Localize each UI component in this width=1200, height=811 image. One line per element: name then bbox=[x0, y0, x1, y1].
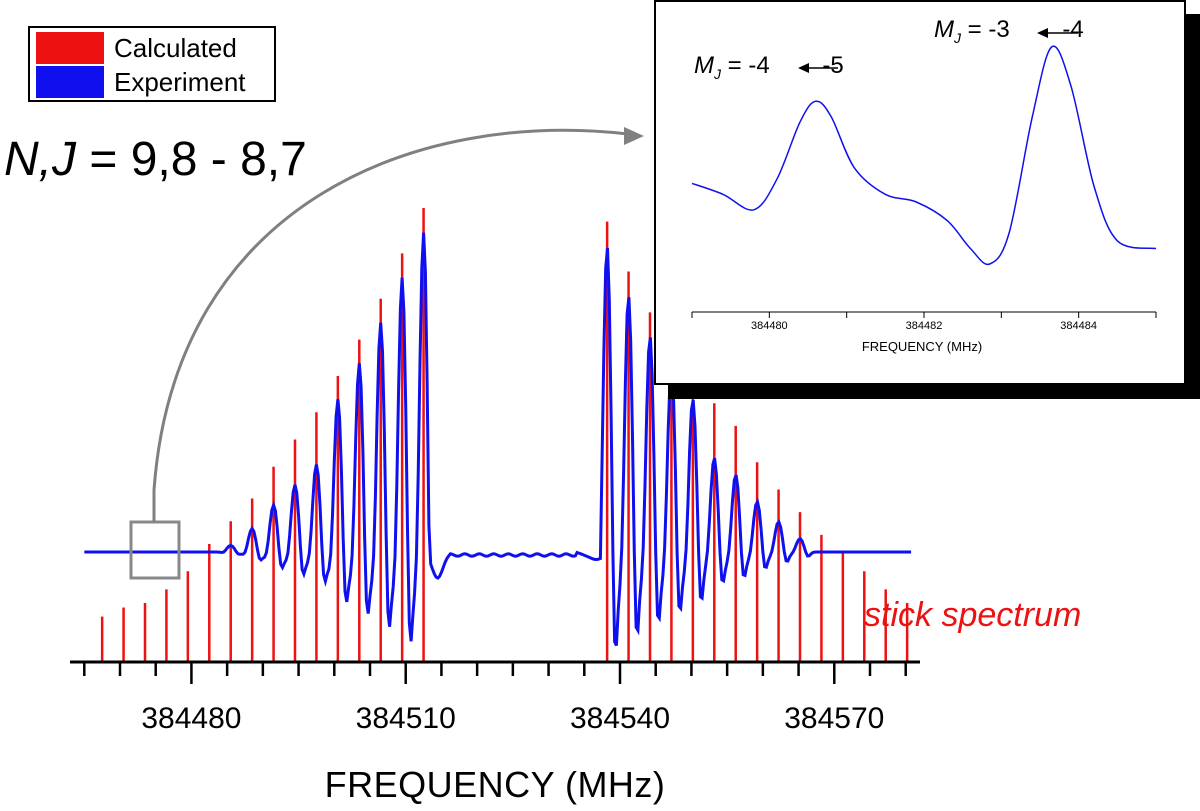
transition-symbols: N,J bbox=[4, 133, 76, 186]
zoom-arrow bbox=[152, 128, 629, 522]
inset-x-axis-title: FREQUENCY (MHz) bbox=[861, 339, 983, 354]
x-axis-title: FREQUENCY (MHz) bbox=[324, 764, 666, 805]
annotation-arrow-head-2 bbox=[1037, 28, 1048, 38]
zoom-arrow-head bbox=[624, 127, 644, 145]
annotation-mj-minus4: MJ = -4 -5 bbox=[694, 52, 844, 82]
annotation-tail: -4 bbox=[1062, 16, 1084, 43]
inset-plot: 384480 384482 384484 FREQUENCY (MHz) MJ = … bbox=[654, 0, 1186, 385]
annotation-arrow-head-1 bbox=[798, 63, 809, 73]
zoom-box bbox=[129, 520, 181, 580]
transition-values: = 9,8 - 8,7 bbox=[76, 133, 307, 186]
x-tick-label: 384510 bbox=[355, 702, 456, 735]
annotation-symbol: M bbox=[934, 16, 954, 43]
inset-x-tick-label: 384480 bbox=[750, 320, 788, 332]
legend-label-experiment: Experiment bbox=[114, 66, 246, 97]
stick-spectrum-label: stick spectrum bbox=[864, 596, 1082, 634]
legend-swatch-experiment bbox=[36, 66, 104, 98]
legend: Calculated Experiment bbox=[28, 26, 276, 102]
legend-item-experiment: Experiment bbox=[36, 66, 246, 98]
inset-x-tick-label: 384484 bbox=[1060, 320, 1098, 332]
annotation-value: = -4 bbox=[721, 52, 770, 79]
annotation-subscript: J bbox=[714, 65, 721, 82]
legend-item-calculated: Calculated bbox=[36, 32, 237, 64]
legend-swatch-calculated bbox=[36, 32, 104, 64]
x-tick-label: 384540 bbox=[569, 702, 671, 735]
annotation-subscript: J bbox=[954, 29, 961, 46]
stick-series bbox=[100, 208, 909, 662]
x-tick-label: 384570 bbox=[784, 702, 885, 735]
annotation-symbol: M bbox=[694, 52, 714, 79]
experiment-trace bbox=[84, 232, 912, 647]
annotation-mj-minus3: MJ = -3 -4 bbox=[934, 16, 1084, 46]
transition-label: N,J = 9,8 - 8,7 bbox=[4, 132, 307, 187]
x-axis bbox=[70, 660, 920, 684]
x-tick-label: 384480 bbox=[141, 702, 242, 735]
inset-svg bbox=[691, 28, 1157, 318]
annotation-value: = -3 bbox=[961, 16, 1010, 43]
legend-label-calculated: Calculated bbox=[114, 32, 237, 63]
annotation-tail: -5 bbox=[822, 52, 844, 79]
inset-experiment-trace bbox=[691, 45, 1157, 266]
inset-x-axis bbox=[691, 311, 1157, 318]
inset-x-tick-label: 384482 bbox=[905, 320, 943, 332]
